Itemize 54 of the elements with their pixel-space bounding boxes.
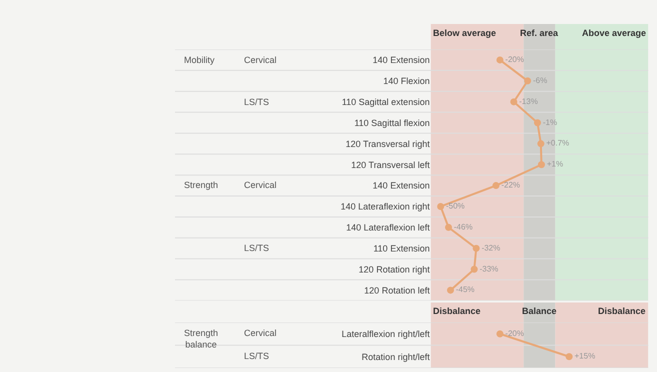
y-tick-label: 140 Extension xyxy=(372,55,430,66)
point xyxy=(447,286,454,294)
y-tick-label: 110 Sagittal flexion xyxy=(354,118,430,128)
text: Cervical xyxy=(244,180,277,190)
point xyxy=(445,224,452,231)
band-label: Above average xyxy=(582,28,646,38)
y-tick-label: 140 Lateraflexion left xyxy=(346,222,430,233)
point xyxy=(524,77,532,84)
data-label: -33% xyxy=(480,264,498,274)
band-label: Disbalance xyxy=(433,306,481,316)
y-tick-label: 120 Rotation right xyxy=(358,264,430,274)
text: Strength balance xyxy=(184,328,218,350)
y-tick-label: 110 Extension xyxy=(373,243,430,254)
data-label: -1% xyxy=(542,118,558,127)
point xyxy=(534,119,541,126)
band-label: Below average xyxy=(433,28,496,38)
point xyxy=(538,161,545,168)
data-label: -20% xyxy=(505,54,524,64)
text: Mobility xyxy=(184,55,216,65)
y-tick-label: 120 Transversal right xyxy=(346,138,430,149)
band-label: Ref. area xyxy=(520,28,560,38)
band-label: Balance xyxy=(522,306,557,316)
text: Cervical xyxy=(244,55,277,65)
data-label: -22% xyxy=(501,180,520,190)
y-tick-label: 140 Flexion xyxy=(383,76,430,86)
data-label: +0.7% xyxy=(546,138,570,148)
y-tick-label: 110 Sagittal extension xyxy=(342,96,430,107)
data-label: -32% xyxy=(482,243,500,252)
text: LS/TS xyxy=(244,351,270,361)
text: Cervical xyxy=(244,328,277,338)
data-label: -46% xyxy=(454,222,473,232)
data-label: +15% xyxy=(574,352,596,361)
y-tick-label: Rotation right/left xyxy=(362,352,430,362)
point xyxy=(537,140,544,148)
point xyxy=(437,202,444,210)
point xyxy=(496,56,504,64)
text: Strength xyxy=(184,180,218,190)
point xyxy=(510,98,518,106)
y-tick-label: Lateralflexion right/left xyxy=(342,329,430,340)
data-label: -13% xyxy=(519,96,538,106)
y-tick-label: 140 Lateraflexion right xyxy=(340,202,430,212)
data-label: -50% xyxy=(446,201,465,210)
text: LS/TS xyxy=(244,243,270,253)
point xyxy=(472,244,480,252)
y-tick-label: 120 Transversal left xyxy=(351,160,430,170)
y-tick-label: 140 Extension xyxy=(372,180,430,191)
data-label: -45% xyxy=(456,285,475,294)
text: LS/TS xyxy=(244,97,270,107)
data-label: +1% xyxy=(546,160,564,169)
y-tick-label: 120 Rotation left xyxy=(364,285,430,296)
band-label: Disbalance xyxy=(598,306,646,316)
data-label: -20% xyxy=(505,328,524,338)
point xyxy=(470,266,478,273)
point xyxy=(492,182,500,190)
